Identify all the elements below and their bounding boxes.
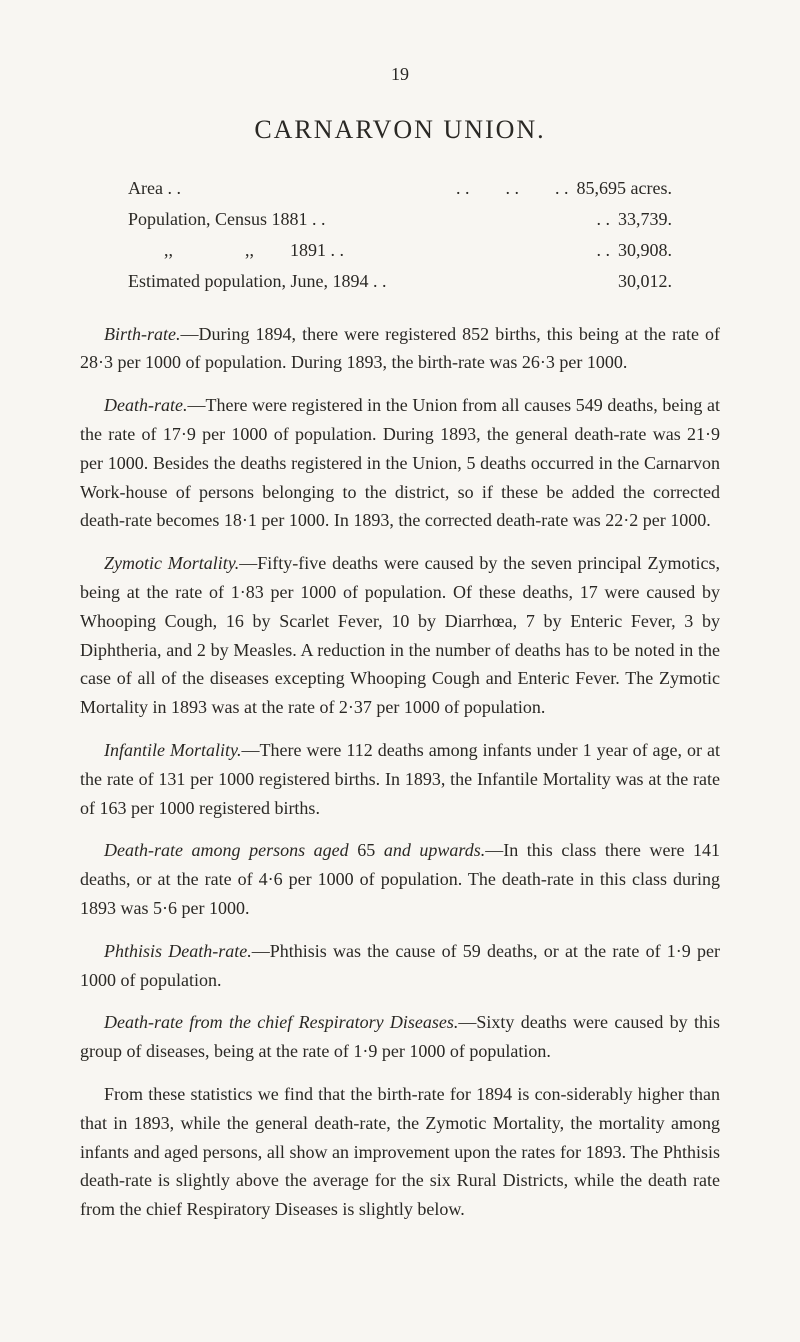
- stat-row: Population, Census 1881 . . . . 33,739.: [128, 205, 672, 234]
- stat-value: 33,739.: [618, 205, 672, 234]
- para-aged: Death-rate among persons aged 65 and upw…: [80, 836, 720, 922]
- page-number: 19: [80, 60, 720, 89]
- stat-value: 85,695 acres.: [577, 174, 672, 203]
- para-birth-rate: Birth-rate.—During 1894, there were regi…: [80, 320, 720, 378]
- stat-label: Estimated population, June, 1894 . .: [128, 267, 602, 296]
- para-phthisis: Phthisis Death-rate.—Phthisis was the ca…: [80, 937, 720, 995]
- lead-italic: Phthisis Death-rate.: [104, 941, 252, 961]
- stat-label: Area . .: [128, 174, 448, 203]
- lead-italic: Infantile Mortality.: [104, 740, 241, 760]
- lead-italic: Zymotic Mortality.: [104, 553, 239, 573]
- stat-label: ,, ,, 1891 . .: [128, 236, 589, 265]
- lead-italic: Death-rate among persons aged: [104, 840, 349, 860]
- para-mid: 65: [349, 840, 384, 860]
- stat-row: Area . . . . . . . . 85,695 acres.: [128, 174, 672, 203]
- stat-row: Estimated population, June, 1894 . . 30,…: [128, 267, 672, 296]
- stat-dots: . .: [589, 236, 619, 265]
- lead-italic: Death-rate.: [104, 395, 187, 415]
- para-death-rate: Death-rate.—There were registered in the…: [80, 391, 720, 535]
- stat-dots: [602, 267, 618, 296]
- para-body: —Fifty-five deaths were caused by the se…: [80, 553, 720, 717]
- para-zymotic: Zymotic Mortality.—Fifty-five deaths wer…: [80, 549, 720, 722]
- para-conclusion: From these statistics we find that the b…: [80, 1080, 720, 1224]
- stats-block: Area . . . . . . . . 85,695 acres. Popul…: [128, 174, 672, 295]
- para-infantile: Infantile Mortality.—There were 112 deat…: [80, 736, 720, 822]
- stat-label: Population, Census 1881 . .: [128, 205, 589, 234]
- lead-italic: Birth-rate.: [104, 324, 181, 344]
- stat-value: 30,012.: [618, 267, 672, 296]
- stat-row: ,, ,, 1891 . . . . 30,908.: [128, 236, 672, 265]
- lead-italic: Death-rate from the chief Respiratory Di…: [104, 1012, 458, 1032]
- lead-italic-2: and upwards.: [384, 840, 485, 860]
- para-respiratory: Death-rate from the chief Respiratory Di…: [80, 1008, 720, 1066]
- para-body: —There were registered in the Union from…: [80, 395, 720, 530]
- stat-dots: . . . . . .: [448, 174, 577, 203]
- stat-value: 30,908.: [618, 236, 672, 265]
- main-title: CARNARVON UNION.: [80, 109, 720, 151]
- stat-dots: . .: [589, 205, 619, 234]
